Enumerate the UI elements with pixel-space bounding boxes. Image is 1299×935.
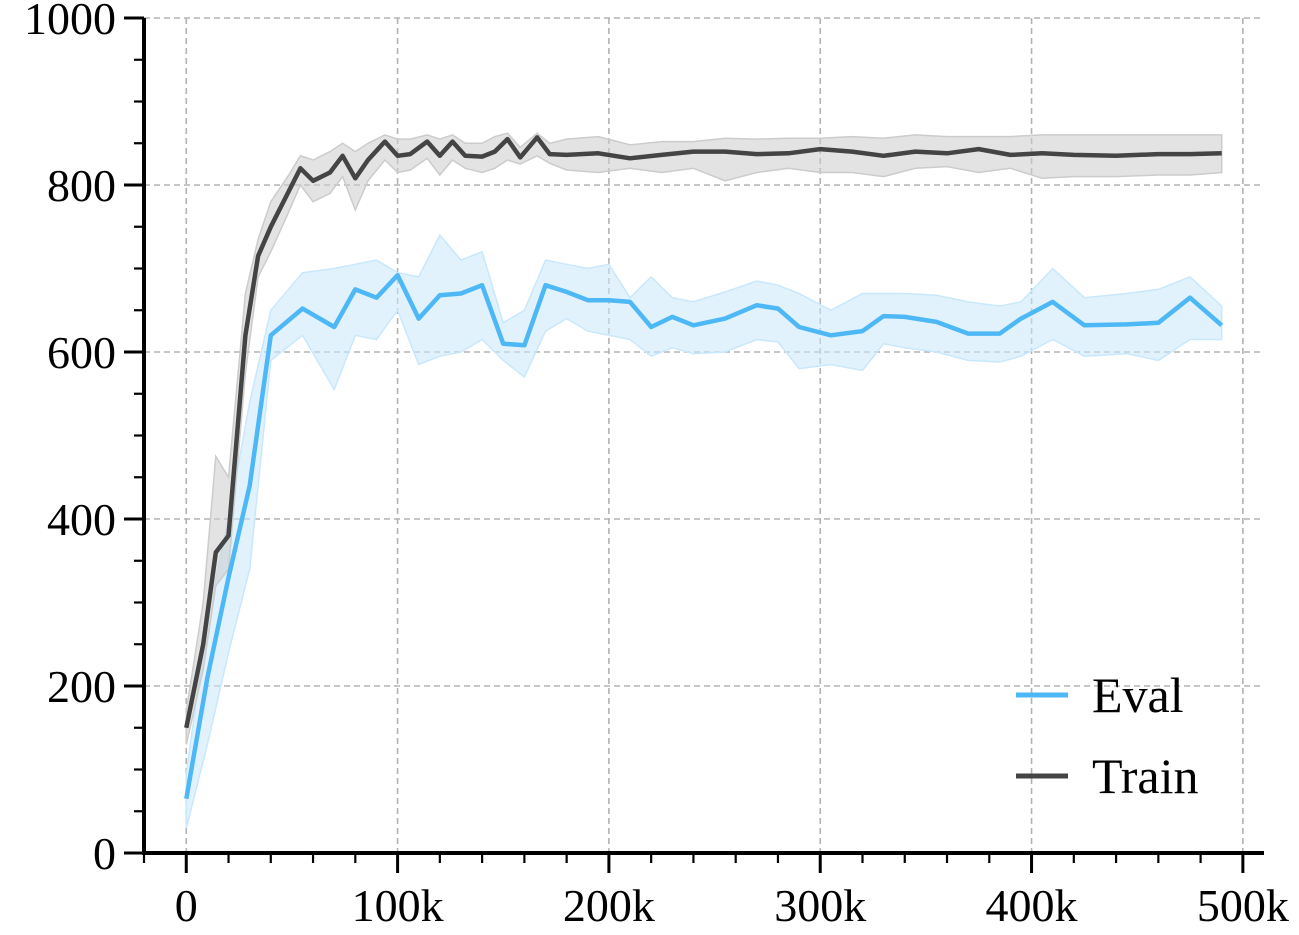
y-tick-label-5: 1000: [24, 0, 116, 44]
y-tick-label-0: 0: [93, 828, 116, 879]
x-tick-label-3: 300k: [774, 880, 866, 931]
legend-label-eval: Eval: [1092, 667, 1184, 723]
x-tick-label-2: 200k: [563, 880, 655, 931]
y-tick-label-3: 600: [47, 327, 116, 378]
band-eval: [185, 233, 1223, 829]
y-tick-label-2: 400: [47, 494, 116, 545]
confidence-bands: [185, 132, 1223, 829]
x-tick-label-4: 400k: [986, 880, 1078, 931]
y-tick-label-4: 800: [47, 160, 116, 211]
x-tick-label-1: 100k: [352, 880, 444, 931]
series-lines: [184, 135, 1224, 800]
series-line-eval: [184, 272, 1224, 800]
series-line-train: [184, 135, 1222, 729]
legend: Eval Train: [1016, 667, 1199, 804]
band-train: [185, 132, 1223, 745]
x-tick-label-0: 0: [175, 880, 198, 931]
legend-label-train: Train: [1092, 748, 1199, 804]
x-tick-label-5: 500k: [1197, 880, 1289, 931]
y-tick-label-1: 200: [47, 661, 116, 712]
ticks: 0 200 400 600 800 1000 0 100k 200k 300k 400k 500k: [24, 0, 1289, 931]
